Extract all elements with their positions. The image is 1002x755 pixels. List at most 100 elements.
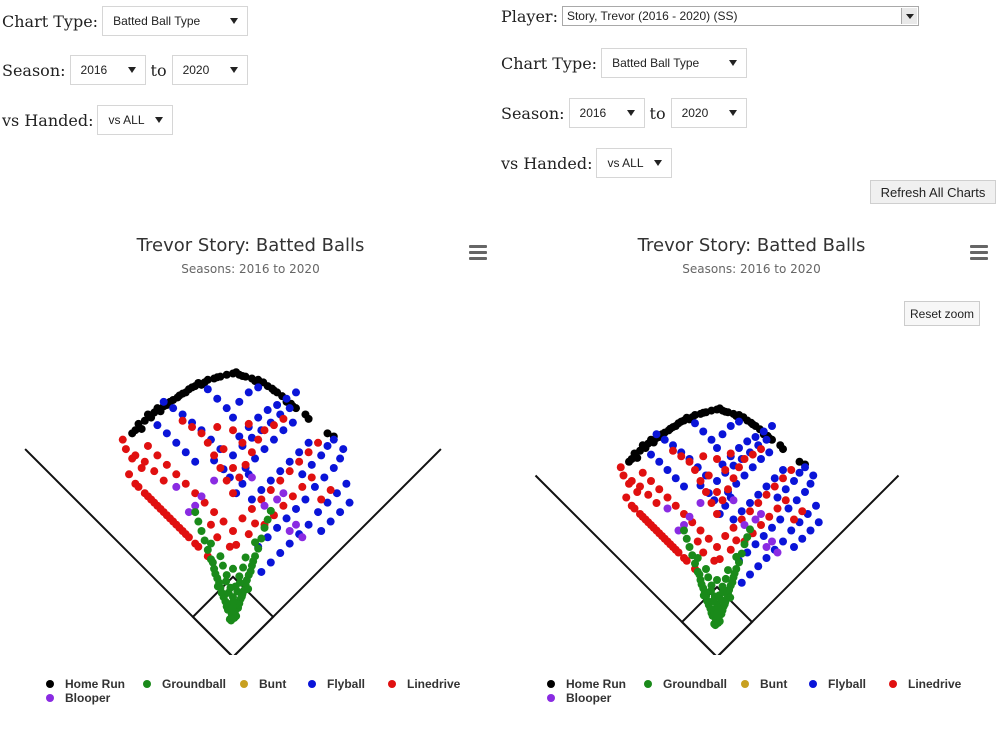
flyball-point[interactable] (707, 435, 716, 444)
linedrive-point[interactable] (241, 460, 250, 469)
linedrive-point[interactable] (638, 468, 647, 477)
flyball-point[interactable] (751, 433, 760, 441)
linedrive-point[interactable] (298, 482, 307, 491)
flyball-point[interactable] (798, 534, 807, 543)
home-run-point[interactable] (664, 426, 673, 435)
flyball-point[interactable] (801, 463, 809, 472)
flyball-point[interactable] (169, 404, 178, 413)
flyball-point[interactable] (660, 435, 669, 444)
groundball-point[interactable] (697, 580, 706, 589)
linedrive-point[interactable] (181, 479, 190, 488)
linedrive-point[interactable] (285, 467, 294, 476)
flyball-point[interactable] (699, 427, 708, 436)
home-run-point[interactable] (200, 378, 209, 387)
linedrive-point[interactable] (704, 534, 713, 543)
flyball-point[interactable] (746, 570, 754, 579)
legend-item-flyball[interactable]: Flyball (809, 677, 889, 691)
flyball-point[interactable] (792, 496, 801, 505)
groundball-point[interactable] (244, 584, 253, 593)
linedrive-point[interactable] (219, 517, 228, 526)
flyball-point[interactable] (323, 498, 332, 507)
linedrive-point[interactable] (276, 476, 285, 485)
flyball-point[interactable] (751, 540, 760, 549)
blooper-point[interactable] (247, 473, 256, 482)
flyball-point[interactable] (266, 558, 275, 567)
flyball-point[interactable] (292, 504, 300, 513)
flyball-point[interactable] (285, 404, 294, 413)
flyball-point[interactable] (304, 438, 313, 447)
linedrive-point[interactable] (172, 470, 181, 479)
flyball-point[interactable] (754, 490, 763, 499)
linedrive-point[interactable] (307, 473, 316, 482)
linedrive-point[interactable] (644, 490, 653, 499)
blooper-point[interactable] (740, 521, 749, 529)
linedrive-point[interactable] (213, 423, 222, 432)
legend-item-flyball[interactable]: Flyball (308, 677, 388, 691)
linedrive-point[interactable] (658, 532, 666, 540)
flyball-point[interactable] (172, 438, 181, 447)
linedrive-point[interactable] (197, 429, 206, 438)
flyball-point[interactable] (762, 435, 771, 444)
home-run-point[interactable] (649, 438, 658, 447)
flyball-point[interactable] (273, 401, 282, 409)
linedrive-point[interactable] (647, 477, 655, 485)
groundball-point[interactable] (200, 536, 209, 545)
flyball-point[interactable] (663, 466, 672, 474)
flyball-point[interactable] (759, 427, 768, 436)
linedrive-point[interactable] (200, 498, 209, 507)
linedrive-point[interactable] (757, 521, 765, 529)
flyball-point[interactable] (814, 518, 823, 527)
home-run-point[interactable] (633, 453, 642, 462)
legend-item-blooper[interactable]: Blooper (46, 691, 136, 705)
groundball-point[interactable] (702, 565, 710, 573)
flyball-point[interactable] (229, 451, 237, 460)
flyball-point[interactable] (251, 454, 260, 463)
season-to-select[interactable]: 2020 (171, 55, 248, 85)
groundball-point[interactable] (721, 574, 730, 583)
groundball-point[interactable] (254, 544, 263, 553)
groundball-point[interactable] (242, 576, 251, 585)
linedrive-point[interactable] (724, 485, 732, 494)
blooper-point[interactable] (729, 496, 738, 505)
flyball-point[interactable] (162, 429, 171, 438)
linedrive-point[interactable] (188, 423, 197, 432)
home-run-point[interactable] (625, 457, 633, 466)
linedrive-point[interactable] (779, 474, 787, 483)
handed-select[interactable]: vs ALL (596, 148, 673, 178)
flyball-point[interactable] (773, 493, 782, 502)
flyball-point[interactable] (671, 474, 680, 483)
groundball-point[interactable] (235, 578, 244, 587)
flyball-point[interactable] (298, 470, 307, 479)
linedrive-point[interactable] (118, 435, 127, 444)
groundball-point[interactable] (239, 563, 248, 572)
blooper-point[interactable] (184, 508, 193, 517)
flyball-point[interactable] (229, 413, 237, 422)
groundball-point[interactable] (746, 525, 754, 534)
flyball-point[interactable] (317, 451, 326, 460)
linedrive-point[interactable] (721, 466, 730, 474)
flyball-point[interactable] (257, 567, 266, 576)
flyball-point[interactable] (191, 457, 200, 466)
home-run-point[interactable] (304, 414, 313, 423)
linedrive-point[interactable] (765, 512, 774, 521)
blooper-point[interactable] (292, 520, 300, 529)
linedrive-point[interactable] (235, 473, 244, 482)
groundball-point[interactable] (706, 587, 715, 595)
linedrive-point[interactable] (671, 501, 680, 510)
legend-item-home-run[interactable]: Home Run (547, 677, 644, 691)
blooper-point[interactable] (751, 515, 760, 524)
groundball-point[interactable] (208, 558, 217, 567)
blooper-point[interactable] (757, 510, 765, 518)
legend-item-bunt[interactable]: Bunt (741, 677, 809, 691)
groundball-point[interactable] (680, 526, 688, 535)
linedrive-point[interactable] (225, 542, 234, 551)
linedrive-point[interactable] (254, 435, 263, 444)
linedrive-point[interactable] (696, 526, 705, 535)
flyball-point[interactable] (304, 520, 313, 529)
linedrive-point[interactable] (229, 426, 237, 435)
flyball-point[interactable] (326, 517, 335, 526)
home-run-point[interactable] (323, 429, 332, 438)
groundball-point[interactable] (228, 603, 237, 612)
groundball-point[interactable] (714, 618, 723, 627)
linedrive-point[interactable] (713, 455, 721, 463)
